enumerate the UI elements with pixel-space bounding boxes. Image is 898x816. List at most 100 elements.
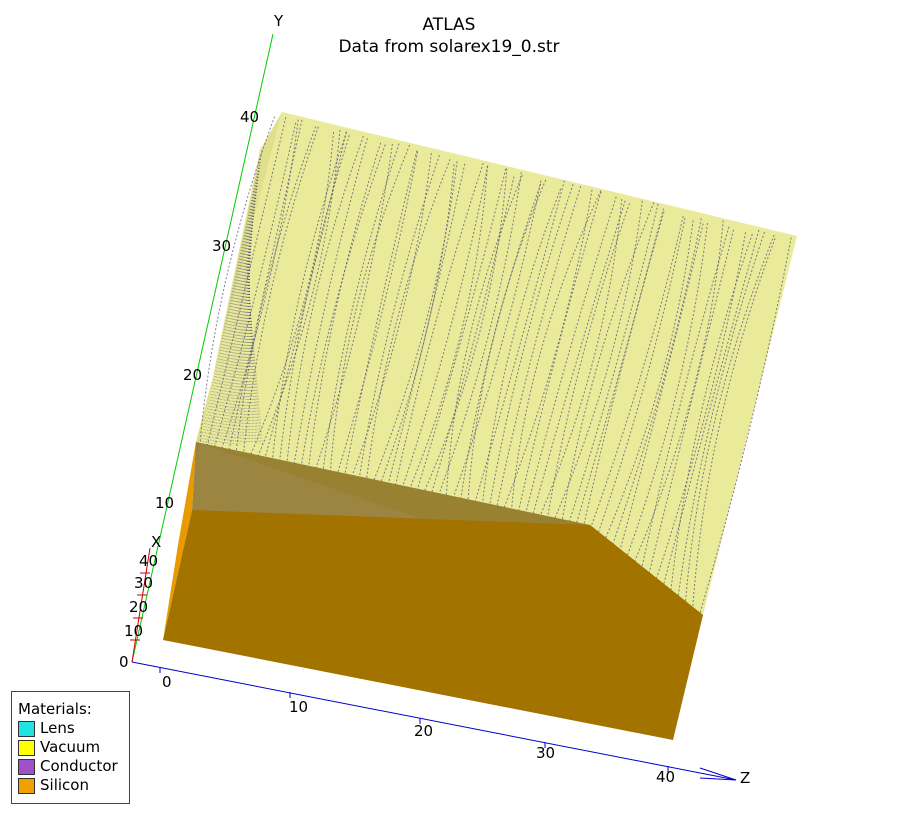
streamline xyxy=(525,196,617,512)
streamline xyxy=(663,229,760,585)
x-tick-label: 0 xyxy=(119,653,129,671)
streamline xyxy=(300,144,386,466)
legend-item-silicon: Silicon xyxy=(18,776,129,795)
streamline xyxy=(395,162,484,485)
streamline xyxy=(699,237,792,614)
streamline xyxy=(634,220,724,561)
legend-swatch xyxy=(18,720,35,737)
streamline xyxy=(228,203,256,445)
x-axis-name: X xyxy=(151,533,161,551)
streamline xyxy=(272,132,348,460)
streamline xyxy=(583,211,665,524)
streamline xyxy=(373,161,458,481)
streamline xyxy=(202,155,262,445)
streamline xyxy=(627,223,708,556)
y-tick-label: 10 xyxy=(155,494,174,512)
streamline xyxy=(540,199,623,515)
streamline xyxy=(238,221,253,445)
streamline xyxy=(337,151,419,473)
streamline xyxy=(619,223,704,550)
streamline xyxy=(206,117,287,446)
streamline xyxy=(264,131,347,458)
x-tick-label: 20 xyxy=(129,598,148,616)
legend-item-lens: Lens xyxy=(18,719,129,738)
y-tick-label: 30 xyxy=(212,237,231,255)
streamline xyxy=(217,182,258,445)
streamline xyxy=(482,188,562,503)
streamline xyxy=(286,136,364,463)
streamline xyxy=(366,159,451,479)
streamline xyxy=(199,149,263,445)
y-tick-label: 40 xyxy=(240,108,259,126)
streamline xyxy=(402,165,489,487)
x-tick-label: 40 xyxy=(139,552,158,570)
legend-item-vacuum: Vacuum xyxy=(18,738,129,757)
streamline xyxy=(612,218,702,544)
z-tick-label: 0 xyxy=(162,673,172,691)
streamline xyxy=(248,248,254,445)
z-axis-line xyxy=(131,661,737,781)
streamline xyxy=(692,238,776,608)
streamline xyxy=(247,257,258,445)
y-axis-name: Y xyxy=(273,12,284,30)
streamline xyxy=(358,154,440,478)
streamline xyxy=(248,251,255,445)
streamline xyxy=(685,234,775,602)
streamline xyxy=(242,230,252,445)
streamline xyxy=(387,163,466,484)
x-tick-label: 10 xyxy=(124,622,143,640)
legend-swatch xyxy=(18,777,35,794)
streamline xyxy=(214,176,259,445)
streamline xyxy=(489,184,574,505)
streamline xyxy=(322,143,400,470)
streamline xyxy=(207,164,261,445)
streamline xyxy=(598,217,686,532)
streamline xyxy=(670,233,753,590)
streamline xyxy=(511,190,602,509)
streamline xyxy=(243,126,319,454)
z-axis-name: Z xyxy=(740,769,750,787)
streamline xyxy=(445,175,523,496)
streamline xyxy=(250,132,334,455)
x-axis-ticks: 0 10 20 30 40 xyxy=(119,552,158,671)
z-tick-label: 40 xyxy=(656,768,675,786)
streamline xyxy=(308,142,382,467)
streamline xyxy=(641,226,730,567)
streamline xyxy=(234,215,254,445)
streamline xyxy=(648,229,734,573)
streamline xyxy=(380,164,455,482)
streamline xyxy=(605,220,694,538)
legend-item-conductor: Conductor xyxy=(18,757,129,776)
streamline xyxy=(279,135,350,461)
legend-label: Lens xyxy=(40,719,75,737)
streamline xyxy=(228,119,303,451)
streamline xyxy=(247,239,251,445)
streamline xyxy=(215,179,259,445)
legend-label: Vacuum xyxy=(40,738,101,756)
streamline xyxy=(315,143,393,469)
y-axis-line xyxy=(131,33,274,663)
silicon-region-side xyxy=(163,442,196,640)
legend-label: Silicon xyxy=(40,776,89,794)
streamline xyxy=(656,232,747,579)
x-tick-label: 30 xyxy=(134,574,153,592)
streamline xyxy=(547,203,630,517)
streamline xyxy=(590,216,684,527)
z-axis-arrow xyxy=(699,767,737,781)
materials-legend: Materials: Lens Vacuum Conductor Silicon xyxy=(11,691,130,804)
streamline xyxy=(474,180,565,502)
streamline xyxy=(344,150,418,475)
legend-label: Conductor xyxy=(40,757,118,775)
z-tick-label: 30 xyxy=(536,744,555,762)
streamline xyxy=(518,191,602,511)
streamline xyxy=(199,116,276,445)
streamline xyxy=(467,179,547,500)
streamline xyxy=(329,144,411,472)
streamlines xyxy=(199,116,792,614)
plot-subtitle: Data from solarex19_0.str xyxy=(338,37,560,57)
legend-title: Materials: xyxy=(18,700,92,718)
z-axis-ticks: 0 10 20 30 40 xyxy=(159,667,675,786)
streamline xyxy=(561,202,655,520)
legend-swatch xyxy=(18,739,35,756)
